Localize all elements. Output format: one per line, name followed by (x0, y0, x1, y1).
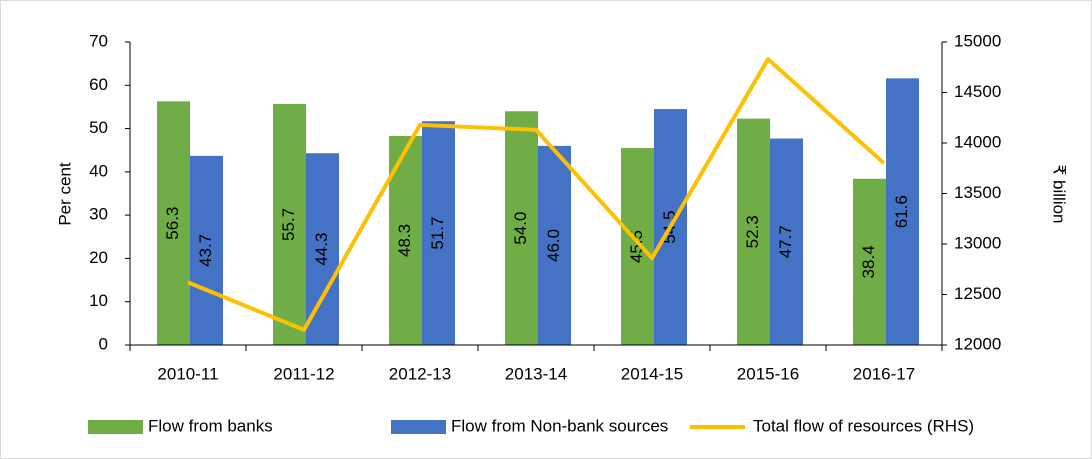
data-label: 38.4 (859, 245, 878, 278)
y2-tick-label: 12000 (954, 334, 1001, 353)
data-label: 56.3 (163, 207, 182, 240)
bar (621, 148, 654, 345)
bar (190, 155, 223, 345)
data-label: 51.7 (428, 217, 447, 250)
x-tick-label: 2016-17 (853, 364, 915, 383)
bar (770, 138, 803, 345)
y-tick-label: 30 (89, 205, 108, 224)
y-tick-label: 60 (89, 75, 108, 94)
y2-tick-label: 15000 (954, 31, 1001, 50)
x-tick-label: 2010-11 (157, 364, 218, 383)
data-label: 61.6 (892, 195, 911, 228)
bar (157, 101, 190, 346)
bar (737, 118, 770, 345)
data-label: 46.0 (544, 229, 563, 262)
y-tick-label: 40 (89, 161, 108, 180)
data-label: 52.3 (743, 215, 762, 248)
y2-tick-label: 13000 (954, 233, 1001, 252)
line (187, 57, 886, 332)
data-label: 44.3 (312, 233, 331, 266)
y-tick-label: 20 (89, 248, 108, 267)
y-tick-label: 0 (99, 334, 108, 353)
x-tick-label: 2014-15 (621, 364, 683, 383)
x-tick-label: 2011-12 (273, 364, 334, 383)
bar (505, 111, 538, 345)
legend-swatch (391, 420, 446, 434)
y-tick-label: 50 (89, 118, 108, 137)
x-tick-label: 2013-14 (505, 364, 567, 383)
data-label: 54.0 (511, 212, 530, 245)
y-axis-title: Per cent (55, 162, 74, 226)
y2-axis-title: ₹ billion (1050, 164, 1069, 223)
y2-tick-label: 12500 (954, 284, 1001, 303)
y2-tick-label: 14000 (954, 132, 1001, 151)
legend-label: Flow from Non-bank sources (451, 416, 668, 435)
x-tick-label: 2012-13 (389, 364, 451, 383)
y-tick-label: 70 (89, 31, 108, 50)
legend-label: Flow from banks (148, 416, 273, 435)
legend-label: Total flow of resources (RHS) (753, 416, 974, 435)
bar (853, 178, 886, 345)
legend-swatch (88, 420, 143, 434)
bar (538, 145, 571, 345)
data-label: 48.3 (395, 224, 414, 257)
x-tick-label: 2015-16 (737, 364, 799, 383)
bar (422, 121, 455, 345)
data-label: 47.7 (776, 225, 795, 258)
bar (273, 103, 306, 345)
data-label: 43.7 (196, 234, 215, 267)
data-label: 55.7 (279, 208, 298, 241)
y-tick-label: 10 (89, 291, 108, 310)
y2-tick-label: 14500 (954, 82, 1001, 101)
bar (886, 78, 919, 346)
y2-tick-label: 13500 (954, 183, 1001, 202)
